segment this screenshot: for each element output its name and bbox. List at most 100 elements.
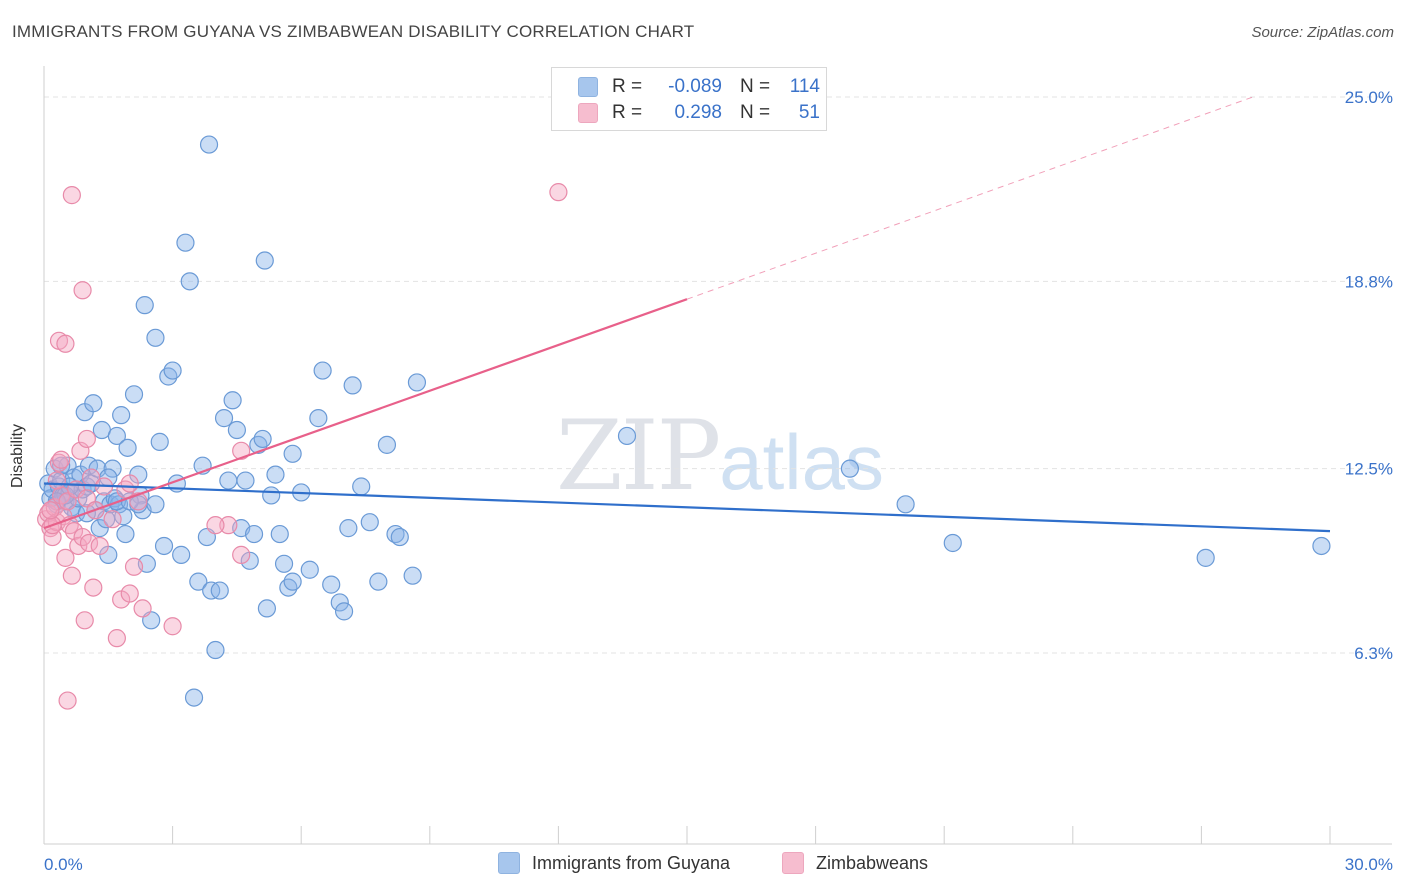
- trend-extension-zimbabwe: [686, 96, 1254, 300]
- point-guyana: [206, 640, 225, 660]
- y-tick-label: 25.0%: [1345, 88, 1393, 107]
- point-zimbabwe: [232, 545, 251, 564]
- point-zimbabwe: [73, 281, 92, 300]
- legend-swatch-zimbabwe: [782, 852, 804, 874]
- legend-n-value: 51: [798, 102, 820, 123]
- point-guyana: [255, 251, 274, 270]
- point-zimbabwe: [58, 691, 77, 710]
- point-guyana: [184, 688, 204, 707]
- y-tick-label: 6.3%: [1354, 644, 1393, 663]
- legend-item-guyana: Immigrants from Guyana: [498, 852, 730, 874]
- legend-n-label: N =: [740, 102, 771, 123]
- point-zimbabwe: [49, 453, 69, 472]
- point-guyana: [172, 545, 191, 564]
- legend-r-label: R =: [612, 76, 643, 97]
- point-guyana: [146, 328, 165, 347]
- point-guyana: [163, 361, 182, 380]
- point-guyana: [180, 272, 199, 291]
- point-zimbabwe: [84, 578, 103, 597]
- point-guyana: [227, 420, 246, 440]
- trendline-zimbabwe: [43, 298, 688, 530]
- point-guyana: [219, 471, 238, 490]
- point-guyana: [322, 575, 341, 594]
- point-guyana: [199, 135, 219, 154]
- point-zimbabwe: [69, 536, 88, 556]
- point-guyana: [360, 513, 379, 532]
- point-zimbabwe: [219, 516, 238, 535]
- point-guyana: [116, 524, 135, 544]
- point-guyana: [244, 524, 264, 544]
- legend-item-zimbabwe: Zimbabweans: [782, 852, 928, 874]
- point-guyana: [377, 435, 397, 454]
- x-tick-label: 0.0%: [44, 855, 83, 874]
- legend-r-value: -0.089: [668, 76, 722, 97]
- point-zimbabwe: [163, 617, 182, 636]
- trendline-guyana: [43, 482, 1331, 533]
- point-zimbabwe: [56, 548, 75, 567]
- point-guyana: [390, 527, 409, 547]
- legend-row-guyana: R = -0.089 N = 114: [578, 74, 820, 100]
- watermark: ZIPatlas: [556, 400, 884, 512]
- point-guyana: [339, 519, 358, 538]
- point-guyana: [214, 409, 234, 428]
- point-guyana: [334, 602, 354, 621]
- point-guyana: [118, 438, 137, 457]
- point-zimbabwe: [62, 186, 81, 205]
- legend-n-value: 114: [789, 76, 820, 97]
- point-guyana: [274, 554, 294, 573]
- point-zimbabwe: [75, 611, 94, 630]
- source-label: Source: ZipAtlas.com: [1251, 24, 1394, 41]
- point-guyana: [283, 572, 302, 591]
- point-guyana: [90, 519, 109, 538]
- point-guyana: [407, 373, 427, 392]
- point-guyana: [84, 394, 103, 413]
- watermark-zip: ZIP: [556, 400, 721, 512]
- point-guyana: [103, 459, 122, 478]
- point-guyana: [124, 385, 144, 404]
- point-zimbabwe: [56, 334, 75, 353]
- point-guyana: [1196, 548, 1215, 567]
- point-zimbabwe: [52, 450, 71, 469]
- point-guyana: [236, 471, 255, 490]
- point-zimbabwe: [232, 441, 251, 460]
- point-guyana: [135, 296, 154, 315]
- point-guyana: [352, 477, 371, 496]
- legend-label-guyana: Immigrants from Guyana: [532, 852, 731, 873]
- point-guyana: [257, 599, 277, 618]
- point-zimbabwe: [47, 471, 66, 490]
- point-guyana: [943, 533, 962, 553]
- point-zimbabwe: [77, 429, 96, 449]
- point-guyana: [154, 536, 174, 556]
- point-guyana: [617, 426, 637, 446]
- y-tick-label: 18.8%: [1345, 272, 1393, 291]
- point-guyana: [1312, 536, 1331, 556]
- point-guyana: [266, 465, 285, 484]
- point-zimbabwe: [120, 584, 139, 603]
- point-zimbabwe: [124, 557, 144, 576]
- point-guyana: [330, 593, 349, 612]
- legend-swatch-guyana: [498, 852, 520, 874]
- point-guyana: [253, 429, 272, 449]
- point-zimbabwe: [133, 599, 152, 618]
- point-zimbabwe: [107, 629, 126, 648]
- point-zimbabwe: [103, 510, 122, 529]
- point-guyana: [107, 426, 126, 446]
- legend-swatch-guyana: [578, 77, 598, 97]
- point-zimbabwe: [62, 566, 81, 585]
- point-guyana: [343, 376, 362, 395]
- point-guyana: [313, 361, 332, 380]
- point-guyana: [150, 432, 169, 451]
- x-tick-label: 30.0%: [1345, 855, 1393, 874]
- point-guyana: [146, 495, 165, 514]
- point-zimbabwe: [206, 516, 225, 535]
- point-guyana: [262, 486, 281, 505]
- chart-title: IMMIGRANTS FROM GUYANA VS ZIMBABWEAN DIS…: [12, 22, 695, 41]
- point-zimbabwe: [90, 536, 109, 556]
- point-guyana: [52, 456, 71, 475]
- point-guyana: [403, 566, 422, 585]
- legend-n-label: N =: [740, 76, 771, 97]
- point-guyana: [300, 560, 319, 579]
- legend-row-zimbabwe: R = 0.298 N = 51: [578, 100, 820, 126]
- point-guyana: [223, 391, 242, 410]
